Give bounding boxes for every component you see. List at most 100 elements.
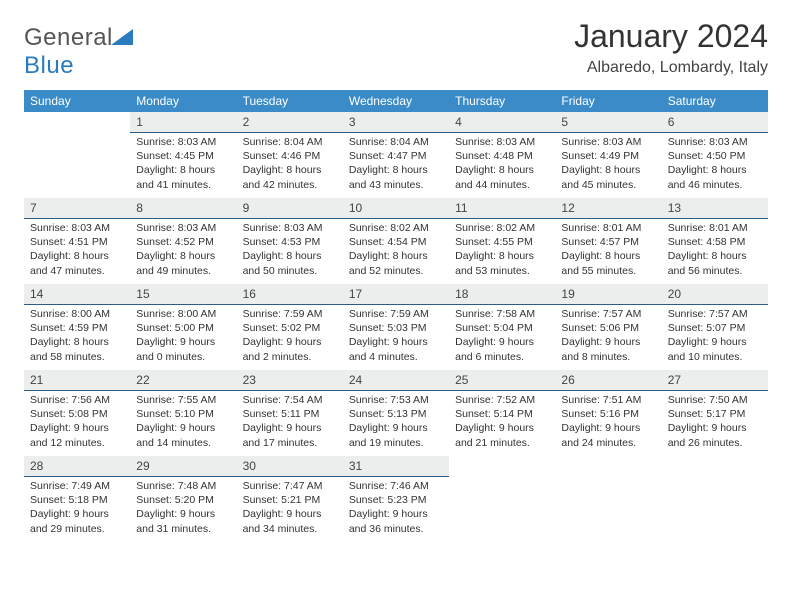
day-details: Sunrise: 8:01 AMSunset: 4:58 PMDaylight:… [662, 219, 768, 284]
day-details: Sunrise: 7:57 AMSunset: 5:07 PMDaylight:… [662, 305, 768, 370]
day-details: Sunrise: 7:53 AMSunset: 5:13 PMDaylight:… [343, 391, 449, 456]
calendar-week-row: 1Sunrise: 8:03 AMSunset: 4:45 PMDaylight… [24, 112, 768, 198]
sunset-text: Sunset: 5:02 PM [243, 321, 337, 335]
daylight-text-1: Daylight: 9 hours [30, 507, 124, 521]
daylight-text-2: and 56 minutes. [668, 264, 762, 278]
calendar-cell: 10Sunrise: 8:02 AMSunset: 4:54 PMDayligh… [343, 198, 449, 284]
sunrise-text: Sunrise: 8:03 AM [30, 221, 124, 235]
day-number: 10 [343, 198, 449, 219]
day-details: Sunrise: 8:04 AMSunset: 4:47 PMDaylight:… [343, 133, 449, 198]
brand-text: GeneralBlue [24, 24, 133, 80]
calendar-cell: 21Sunrise: 7:56 AMSunset: 5:08 PMDayligh… [24, 370, 130, 456]
daylight-text-2: and 6 minutes. [455, 350, 549, 364]
sunrise-text: Sunrise: 7:51 AM [561, 393, 655, 407]
day-number: 17 [343, 284, 449, 305]
day-number: 16 [237, 284, 343, 305]
calendar-cell: 25Sunrise: 7:52 AMSunset: 5:14 PMDayligh… [449, 370, 555, 456]
calendar-cell: 24Sunrise: 7:53 AMSunset: 5:13 PMDayligh… [343, 370, 449, 456]
daylight-text-2: and 31 minutes. [136, 522, 230, 536]
calendar-cell: 9Sunrise: 8:03 AMSunset: 4:53 PMDaylight… [237, 198, 343, 284]
day-details: Sunrise: 7:50 AMSunset: 5:17 PMDaylight:… [662, 391, 768, 456]
daylight-text-1: Daylight: 8 hours [243, 163, 337, 177]
daylight-text-2: and 36 minutes. [349, 522, 443, 536]
sunset-text: Sunset: 5:06 PM [561, 321, 655, 335]
daylight-text-2: and 10 minutes. [668, 350, 762, 364]
sunset-text: Sunset: 4:53 PM [243, 235, 337, 249]
day-details: Sunrise: 8:00 AMSunset: 5:00 PMDaylight:… [130, 305, 236, 370]
daylight-text-1: Daylight: 8 hours [349, 163, 443, 177]
sunrise-text: Sunrise: 7:52 AM [455, 393, 549, 407]
daylight-text-1: Daylight: 9 hours [668, 335, 762, 349]
daylight-text-1: Daylight: 8 hours [136, 249, 230, 263]
sunrise-text: Sunrise: 8:03 AM [455, 135, 549, 149]
day-details: Sunrise: 7:46 AMSunset: 5:23 PMDaylight:… [343, 477, 449, 542]
calendar-cell: 12Sunrise: 8:01 AMSunset: 4:57 PMDayligh… [555, 198, 661, 284]
day-details: Sunrise: 8:03 AMSunset: 4:48 PMDaylight:… [449, 133, 555, 198]
calendar-week-row: 7Sunrise: 8:03 AMSunset: 4:51 PMDaylight… [24, 198, 768, 284]
daylight-text-1: Daylight: 9 hours [136, 421, 230, 435]
daylight-text-1: Daylight: 9 hours [668, 421, 762, 435]
day-number: 3 [343, 112, 449, 133]
weekday-heading: Thursday [449, 90, 555, 112]
daylight-text-1: Daylight: 9 hours [243, 335, 337, 349]
daylight-text-2: and 4 minutes. [349, 350, 443, 364]
sunrise-text: Sunrise: 7:59 AM [349, 307, 443, 321]
sunset-text: Sunset: 4:52 PM [136, 235, 230, 249]
daylight-text-2: and 17 minutes. [243, 436, 337, 450]
daylight-text-2: and 46 minutes. [668, 178, 762, 192]
sunset-text: Sunset: 4:45 PM [136, 149, 230, 163]
calendar-cell [662, 456, 768, 542]
weekday-header-row: Sunday Monday Tuesday Wednesday Thursday… [24, 90, 768, 112]
sunrise-text: Sunrise: 8:03 AM [136, 135, 230, 149]
sunrise-text: Sunrise: 8:03 AM [136, 221, 230, 235]
daylight-text-1: Daylight: 8 hours [30, 335, 124, 349]
day-details: Sunrise: 7:56 AMSunset: 5:08 PMDaylight:… [24, 391, 130, 456]
day-details: Sunrise: 8:01 AMSunset: 4:57 PMDaylight:… [555, 219, 661, 284]
daylight-text-2: and 44 minutes. [455, 178, 549, 192]
calendar-table: Sunday Monday Tuesday Wednesday Thursday… [24, 90, 768, 542]
daylight-text-1: Daylight: 9 hours [561, 421, 655, 435]
day-details: Sunrise: 7:47 AMSunset: 5:21 PMDaylight:… [237, 477, 343, 542]
page-title: January 2024 [574, 18, 768, 55]
day-number: 22 [130, 370, 236, 391]
day-number: 30 [237, 456, 343, 477]
sunrise-text: Sunrise: 7:57 AM [668, 307, 762, 321]
day-details: Sunrise: 8:04 AMSunset: 4:46 PMDaylight:… [237, 133, 343, 198]
daylight-text-1: Daylight: 9 hours [561, 335, 655, 349]
calendar-cell: 17Sunrise: 7:59 AMSunset: 5:03 PMDayligh… [343, 284, 449, 370]
sunrise-text: Sunrise: 7:56 AM [30, 393, 124, 407]
daylight-text-1: Daylight: 8 hours [561, 163, 655, 177]
day-number: 9 [237, 198, 343, 219]
day-number: 31 [343, 456, 449, 477]
calendar-cell: 11Sunrise: 8:02 AMSunset: 4:55 PMDayligh… [449, 198, 555, 284]
day-details: Sunrise: 7:59 AMSunset: 5:03 PMDaylight:… [343, 305, 449, 370]
sunset-text: Sunset: 5:00 PM [136, 321, 230, 335]
daylight-text-2: and 53 minutes. [455, 264, 549, 278]
weekday-heading: Saturday [662, 90, 768, 112]
calendar-week-row: 28Sunrise: 7:49 AMSunset: 5:18 PMDayligh… [24, 456, 768, 542]
day-number: 13 [662, 198, 768, 219]
day-number: 18 [449, 284, 555, 305]
day-details: Sunrise: 7:49 AMSunset: 5:18 PMDaylight:… [24, 477, 130, 542]
calendar-cell: 27Sunrise: 7:50 AMSunset: 5:17 PMDayligh… [662, 370, 768, 456]
sunset-text: Sunset: 4:54 PM [349, 235, 443, 249]
day-number: 28 [24, 456, 130, 477]
day-number: 8 [130, 198, 236, 219]
day-number: 29 [130, 456, 236, 477]
daylight-text-1: Daylight: 9 hours [136, 335, 230, 349]
sunrise-text: Sunrise: 8:02 AM [455, 221, 549, 235]
calendar-cell: 4Sunrise: 8:03 AMSunset: 4:48 PMDaylight… [449, 112, 555, 198]
sunset-text: Sunset: 4:50 PM [668, 149, 762, 163]
daylight-text-2: and 50 minutes. [243, 264, 337, 278]
calendar-cell: 23Sunrise: 7:54 AMSunset: 5:11 PMDayligh… [237, 370, 343, 456]
day-details: Sunrise: 7:57 AMSunset: 5:06 PMDaylight:… [555, 305, 661, 370]
sunset-text: Sunset: 5:10 PM [136, 407, 230, 421]
sunset-text: Sunset: 5:17 PM [668, 407, 762, 421]
day-number: 6 [662, 112, 768, 133]
calendar-week-row: 14Sunrise: 8:00 AMSunset: 4:59 PMDayligh… [24, 284, 768, 370]
day-number: 12 [555, 198, 661, 219]
calendar-cell: 15Sunrise: 8:00 AMSunset: 5:00 PMDayligh… [130, 284, 236, 370]
sunset-text: Sunset: 5:20 PM [136, 493, 230, 507]
day-details: Sunrise: 7:48 AMSunset: 5:20 PMDaylight:… [130, 477, 236, 542]
calendar-cell: 19Sunrise: 7:57 AMSunset: 5:06 PMDayligh… [555, 284, 661, 370]
